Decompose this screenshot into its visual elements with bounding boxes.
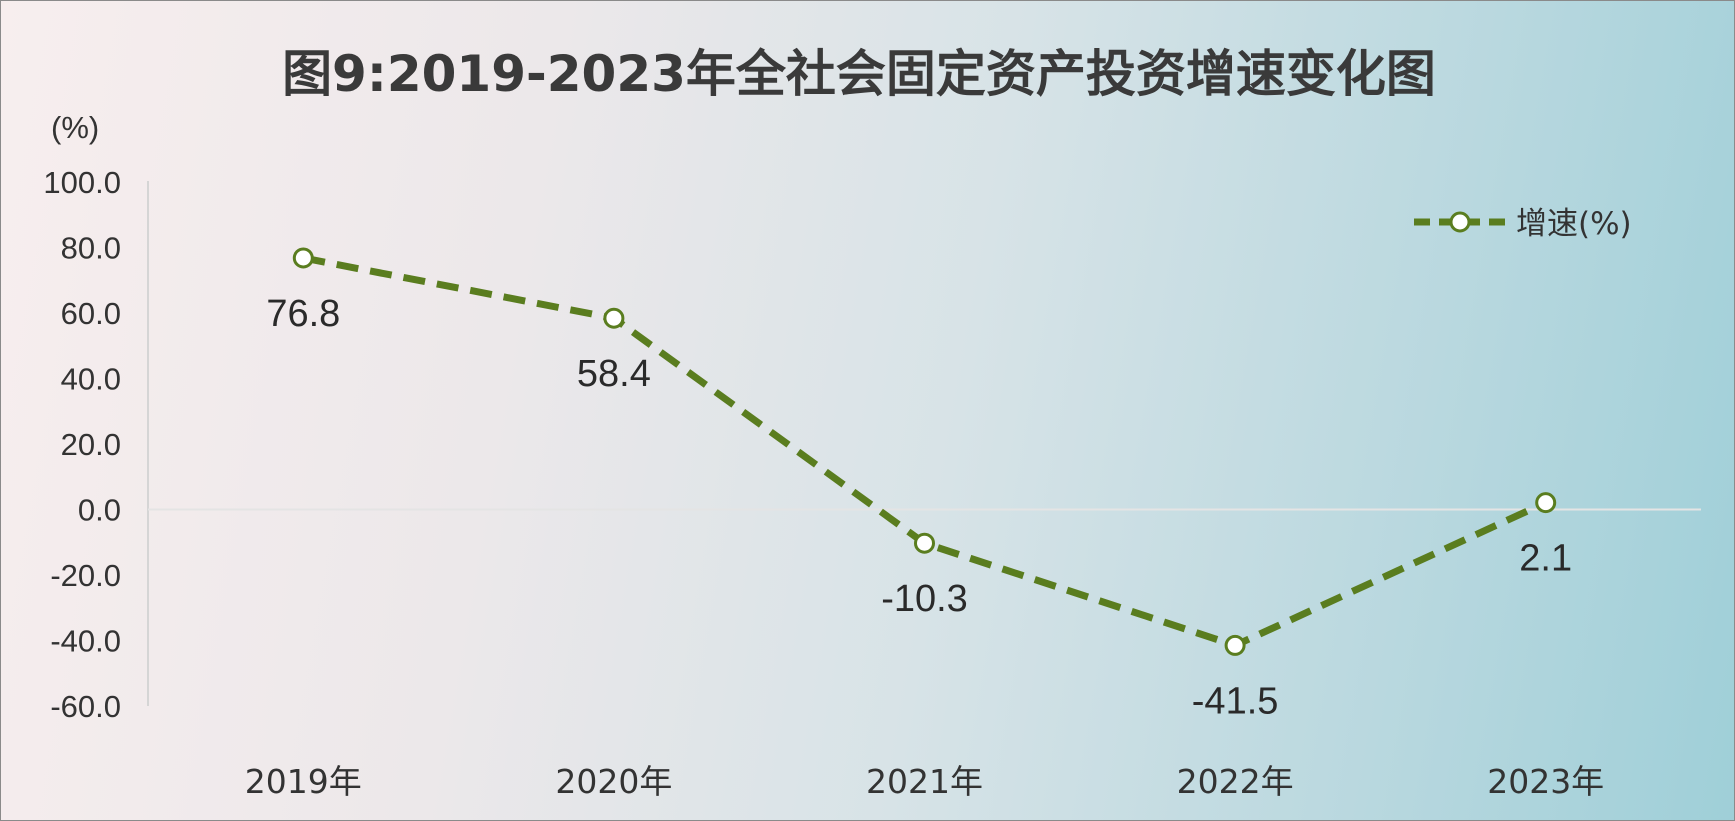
- data-labels: 76.8 58.4 -10.3 -41.5 2.1: [266, 293, 1572, 722]
- data-label: 58.4: [577, 353, 651, 395]
- data-point: [1224, 634, 1246, 656]
- y-tick-label: 0.0: [78, 493, 121, 528]
- y-tick-label: 100.0: [43, 165, 121, 200]
- x-tick-label: 2022年: [1177, 762, 1294, 801]
- y-tick-label: -60.0: [50, 689, 121, 724]
- data-point: [914, 532, 935, 554]
- legend: 增速(%): [1414, 206, 1632, 242]
- y-tick-label: -40.0: [50, 624, 121, 659]
- points-group: [292, 247, 1557, 656]
- data-point: [1535, 492, 1557, 514]
- x-tick-label: 2023年: [1487, 762, 1604, 801]
- y-tick-label: 60.0: [61, 296, 121, 331]
- y-tick-label: 40.0: [61, 362, 121, 397]
- chart-title: 图9:2019-2023年全社会固定资产投资增速变化图: [282, 45, 1436, 103]
- y-tick-label: 20.0: [61, 427, 121, 462]
- x-tick-label: 2020年: [555, 762, 672, 801]
- y-tick-label: 80.0: [61, 231, 121, 266]
- legend-label: 增速(%): [1516, 206, 1632, 242]
- y-axis-unit: (%): [51, 110, 99, 145]
- data-label: 2.1: [1519, 538, 1572, 580]
- x-tick-label: 2019年: [245, 762, 362, 801]
- x-axis-ticks: 2019年 2020年 2021年 2022年 2023年: [245, 762, 1604, 801]
- data-label: -10.3: [881, 578, 968, 620]
- y-tick-label: -20.0: [50, 558, 121, 593]
- legend-marker-icon: [1449, 211, 1471, 233]
- data-label: 76.8: [266, 293, 340, 335]
- y-axis-ticks: 100.0 80.0 60.0 40.0 20.0 0.0 -20.0 -40.0 -60.0: [43, 165, 121, 724]
- data-point: [292, 247, 314, 269]
- data-point: [603, 307, 625, 329]
- data-label: -41.5: [1192, 680, 1279, 722]
- x-tick-label: 2021年: [866, 762, 983, 801]
